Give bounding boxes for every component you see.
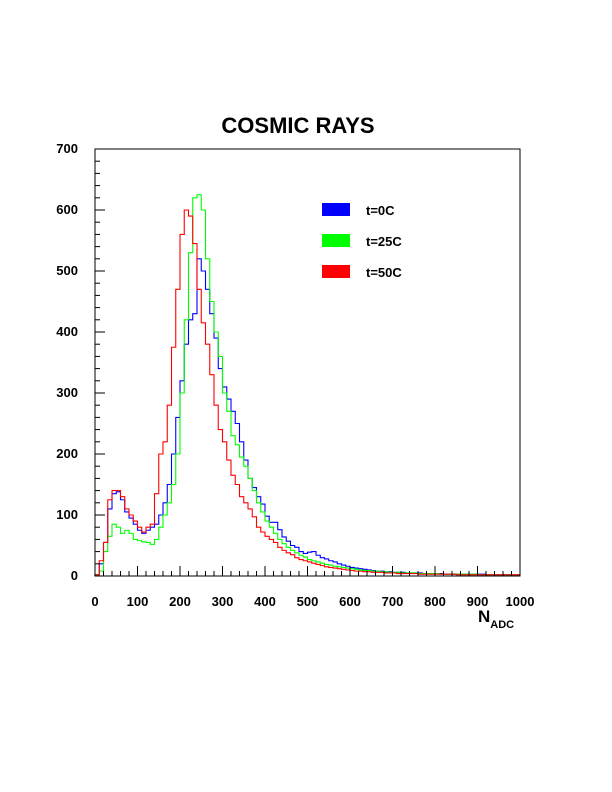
x-tick-label: 900 (467, 594, 489, 609)
x-tick-label: 700 (382, 594, 404, 609)
x-axis-label-main: N (478, 607, 490, 626)
x-tick-label: 300 (212, 594, 234, 609)
legend-label-1: t=25C (366, 234, 402, 249)
y-tick-label: 100 (56, 507, 78, 522)
x-axis-label: NADC (478, 607, 514, 631)
y-tick-label: 400 (56, 324, 78, 339)
y-tick-label: 700 (56, 141, 78, 156)
x-tick-label: 600 (339, 594, 361, 609)
y-tick-label: 200 (56, 446, 78, 461)
legend-swatch-1 (322, 234, 350, 247)
series-line-2 (94, 209, 520, 576)
y-tick-label: 0 (71, 568, 78, 583)
legend-swatch-0 (322, 203, 350, 216)
plot-frame (94, 148, 521, 577)
legend-label-2: t=50C (366, 265, 402, 280)
series-line-1 (94, 194, 520, 576)
y-tick-label: 600 (56, 202, 78, 217)
tick-labels-layer: 0 100 200 300 400 500 600 700 800 900 1000 0 100 200 3… (56, 141, 534, 609)
x-tick-label: 400 (254, 594, 276, 609)
y-tick-label: 300 (56, 385, 78, 400)
legend: t=0C t=25C t=50C (322, 203, 402, 280)
series-layer (94, 194, 520, 576)
chart-title: COSMIC RAYS (221, 113, 374, 138)
legend-label-0: t=0C (366, 203, 395, 218)
x-tick-label: 1000 (506, 594, 535, 609)
x-tick-label: 200 (169, 594, 191, 609)
y-tick-label: 500 (56, 263, 78, 278)
x-axis-label-subscript: ADC (490, 619, 514, 631)
x-tick-label: 500 (297, 594, 319, 609)
x-tick-label: 800 (424, 594, 446, 609)
x-tick-label: 0 (91, 594, 98, 609)
ticks-layer (94, 148, 521, 577)
legend-swatch-2 (322, 265, 350, 278)
x-tick-label: 100 (127, 594, 149, 609)
